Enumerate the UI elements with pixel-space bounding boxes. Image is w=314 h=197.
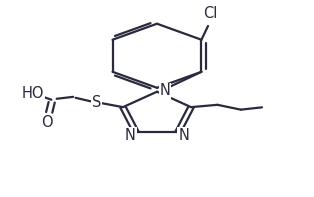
Text: N: N xyxy=(178,128,189,143)
Text: S: S xyxy=(92,95,101,110)
Text: N: N xyxy=(159,83,170,98)
Text: O: O xyxy=(41,115,53,130)
Text: Cl: Cl xyxy=(203,6,218,21)
Text: N: N xyxy=(125,128,136,143)
Text: HO: HO xyxy=(21,86,44,101)
